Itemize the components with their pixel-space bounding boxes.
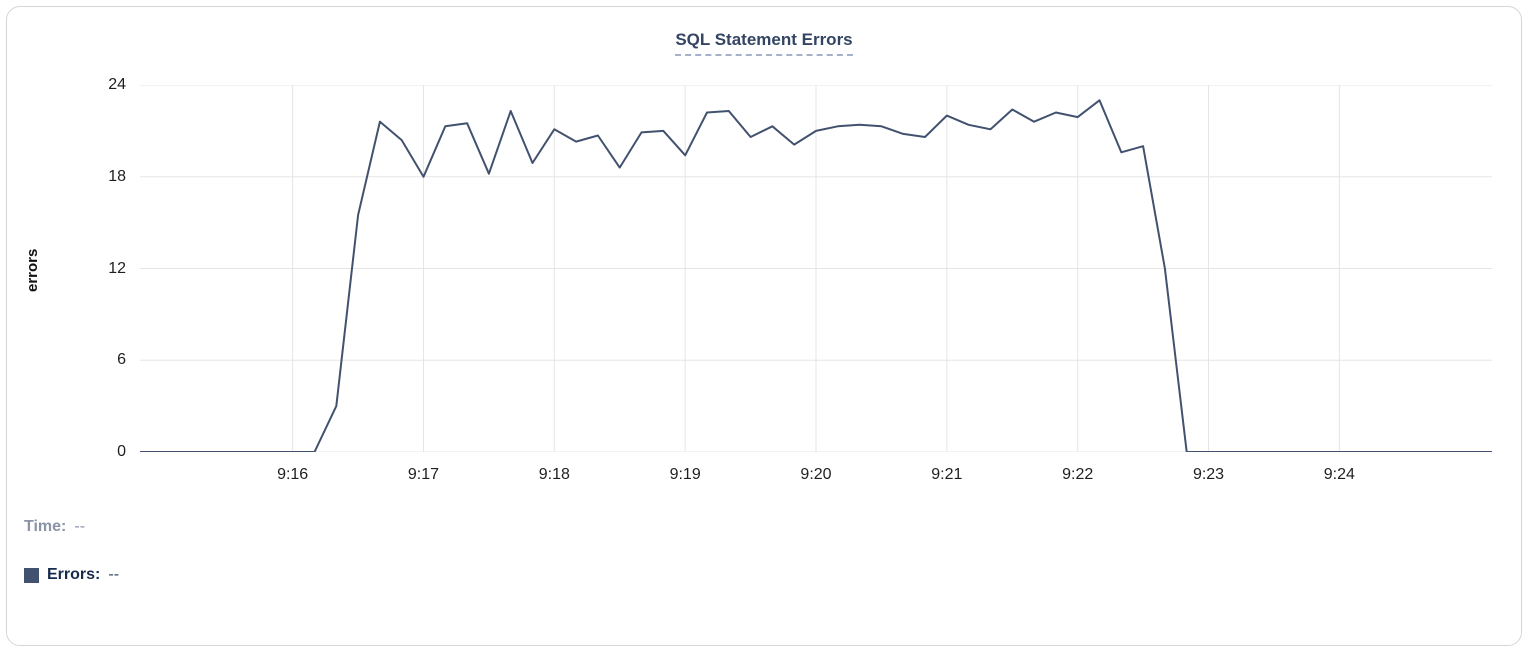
- errors-line-series: [140, 99, 1492, 452]
- y-tick-label: 18: [108, 167, 126, 185]
- x-tick-label: 9:23: [1192, 466, 1225, 483]
- chart-card: [6, 6, 1522, 646]
- y-tick-label: 24: [108, 76, 126, 93]
- errors-series-swatch: [24, 567, 39, 583]
- y-axis-title-text: errors: [24, 248, 41, 292]
- chart-title-wrap: SQL Statement Errors: [0, 30, 1528, 56]
- x-tick-label: 9:20: [800, 466, 832, 483]
- y-tick-label: 0: [117, 443, 126, 460]
- time-readout-value: --: [74, 518, 86, 535]
- errors-readout-label: Errors:: [47, 566, 101, 583]
- x-tick-label: 9:17: [407, 466, 440, 483]
- x-tick-label: 9:22: [1062, 466, 1094, 483]
- time-readout-label: Time:: [24, 518, 67, 535]
- x-tick-label: 9:19: [669, 466, 701, 483]
- x-tick-label: 9:16: [277, 466, 309, 483]
- errors-readout-value: --: [108, 566, 120, 583]
- line-chart-plot[interactable]: [140, 85, 1492, 452]
- x-tick-label: 9:24: [1323, 466, 1355, 483]
- x-tick-label: 9:18: [538, 466, 570, 483]
- y-tick-label: 6: [117, 351, 126, 369]
- time-readout: Time: --: [24, 518, 85, 536]
- y-tick-label: 12: [108, 259, 126, 277]
- errors-readout: Errors: --: [24, 566, 119, 584]
- chart-title[interactable]: SQL Statement Errors: [675, 30, 853, 56]
- x-tick-label: 9:21: [931, 466, 963, 483]
